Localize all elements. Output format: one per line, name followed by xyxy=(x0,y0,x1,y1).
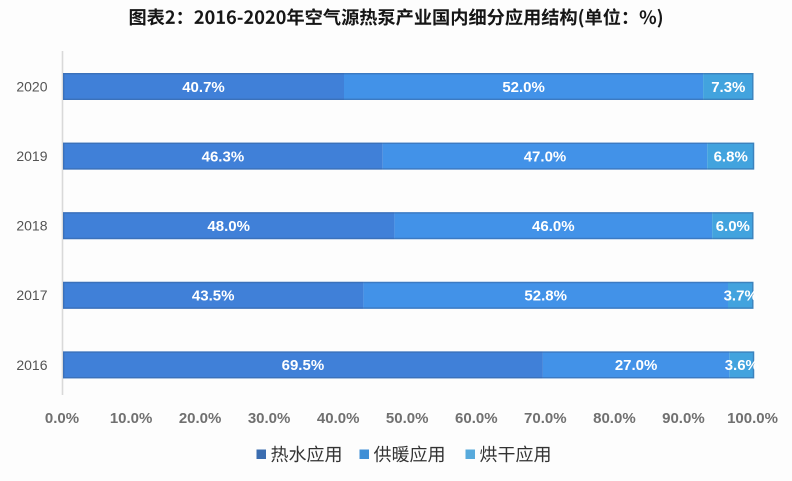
svg-text:46.3%: 46.3% xyxy=(202,148,245,165)
svg-text:43.5%: 43.5% xyxy=(192,288,235,305)
svg-text:50.0%: 50.0% xyxy=(386,410,429,427)
svg-text:47.0%: 47.0% xyxy=(524,148,567,165)
svg-text:40.0%: 40.0% xyxy=(317,410,360,427)
svg-text:0.0%: 0.0% xyxy=(45,410,79,427)
svg-text:2017: 2017 xyxy=(16,287,47,303)
svg-text:80.0%: 80.0% xyxy=(593,410,636,427)
svg-text:3.6%: 3.6% xyxy=(725,357,759,374)
svg-text:2020: 2020 xyxy=(16,78,47,94)
svg-text:2018: 2018 xyxy=(16,218,47,234)
svg-text:70.0%: 70.0% xyxy=(524,410,567,427)
svg-text:2016: 2016 xyxy=(16,357,47,373)
svg-text:90.0%: 90.0% xyxy=(662,410,705,427)
svg-text:2019: 2019 xyxy=(16,148,47,164)
svg-text:10.0%: 10.0% xyxy=(110,410,153,427)
svg-text:30.0%: 30.0% xyxy=(248,410,291,427)
svg-text:6.8%: 6.8% xyxy=(714,148,748,165)
svg-text:46.0%: 46.0% xyxy=(532,218,575,235)
svg-text:7.3%: 7.3% xyxy=(711,79,745,96)
svg-text:27.0%: 27.0% xyxy=(615,357,658,374)
svg-text:100.0%: 100.0% xyxy=(727,410,778,427)
svg-text:40.7%: 40.7% xyxy=(182,79,225,96)
svg-text:48.0%: 48.0% xyxy=(207,218,250,235)
svg-text:60.0%: 60.0% xyxy=(455,410,498,427)
svg-text:52.8%: 52.8% xyxy=(524,288,567,305)
svg-text:52.0%: 52.0% xyxy=(502,79,545,96)
svg-text:20.0%: 20.0% xyxy=(179,410,222,427)
svg-text:69.5%: 69.5% xyxy=(282,357,325,374)
svg-text:6.0%: 6.0% xyxy=(716,218,750,235)
svg-text:3.7%: 3.7% xyxy=(724,288,758,305)
